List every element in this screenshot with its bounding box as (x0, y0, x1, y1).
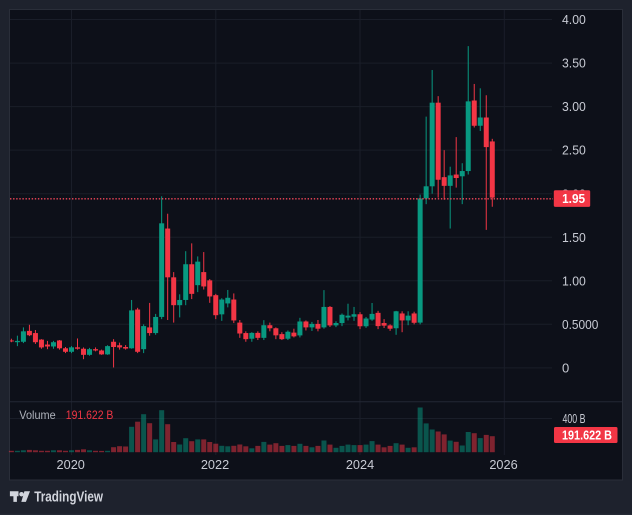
svg-text:3.50: 3.50 (562, 56, 586, 71)
svg-text:2.50: 2.50 (562, 143, 586, 158)
svg-text:Volume: Volume (19, 408, 56, 422)
svg-text:1.95: 1.95 (562, 192, 585, 206)
svg-text:191.622 B: 191.622 B (66, 408, 114, 422)
svg-text:2024: 2024 (346, 457, 374, 472)
svg-text:0.5000: 0.5000 (562, 317, 598, 332)
svg-text:4.00: 4.00 (562, 12, 586, 27)
svg-text:3.00: 3.00 (562, 99, 586, 114)
svg-text:2022: 2022 (201, 457, 229, 472)
svg-text:2020: 2020 (57, 457, 85, 472)
svg-text:1.50: 1.50 (562, 230, 586, 245)
svg-text:400 B: 400 B (563, 411, 586, 426)
svg-text:1.00: 1.00 (562, 273, 586, 288)
svg-text:0: 0 (562, 361, 569, 376)
svg-text:191.622 B: 191.622 B (562, 428, 612, 442)
svg-text:2026: 2026 (489, 457, 517, 472)
svg-text:TradingView: TradingView (34, 489, 103, 505)
